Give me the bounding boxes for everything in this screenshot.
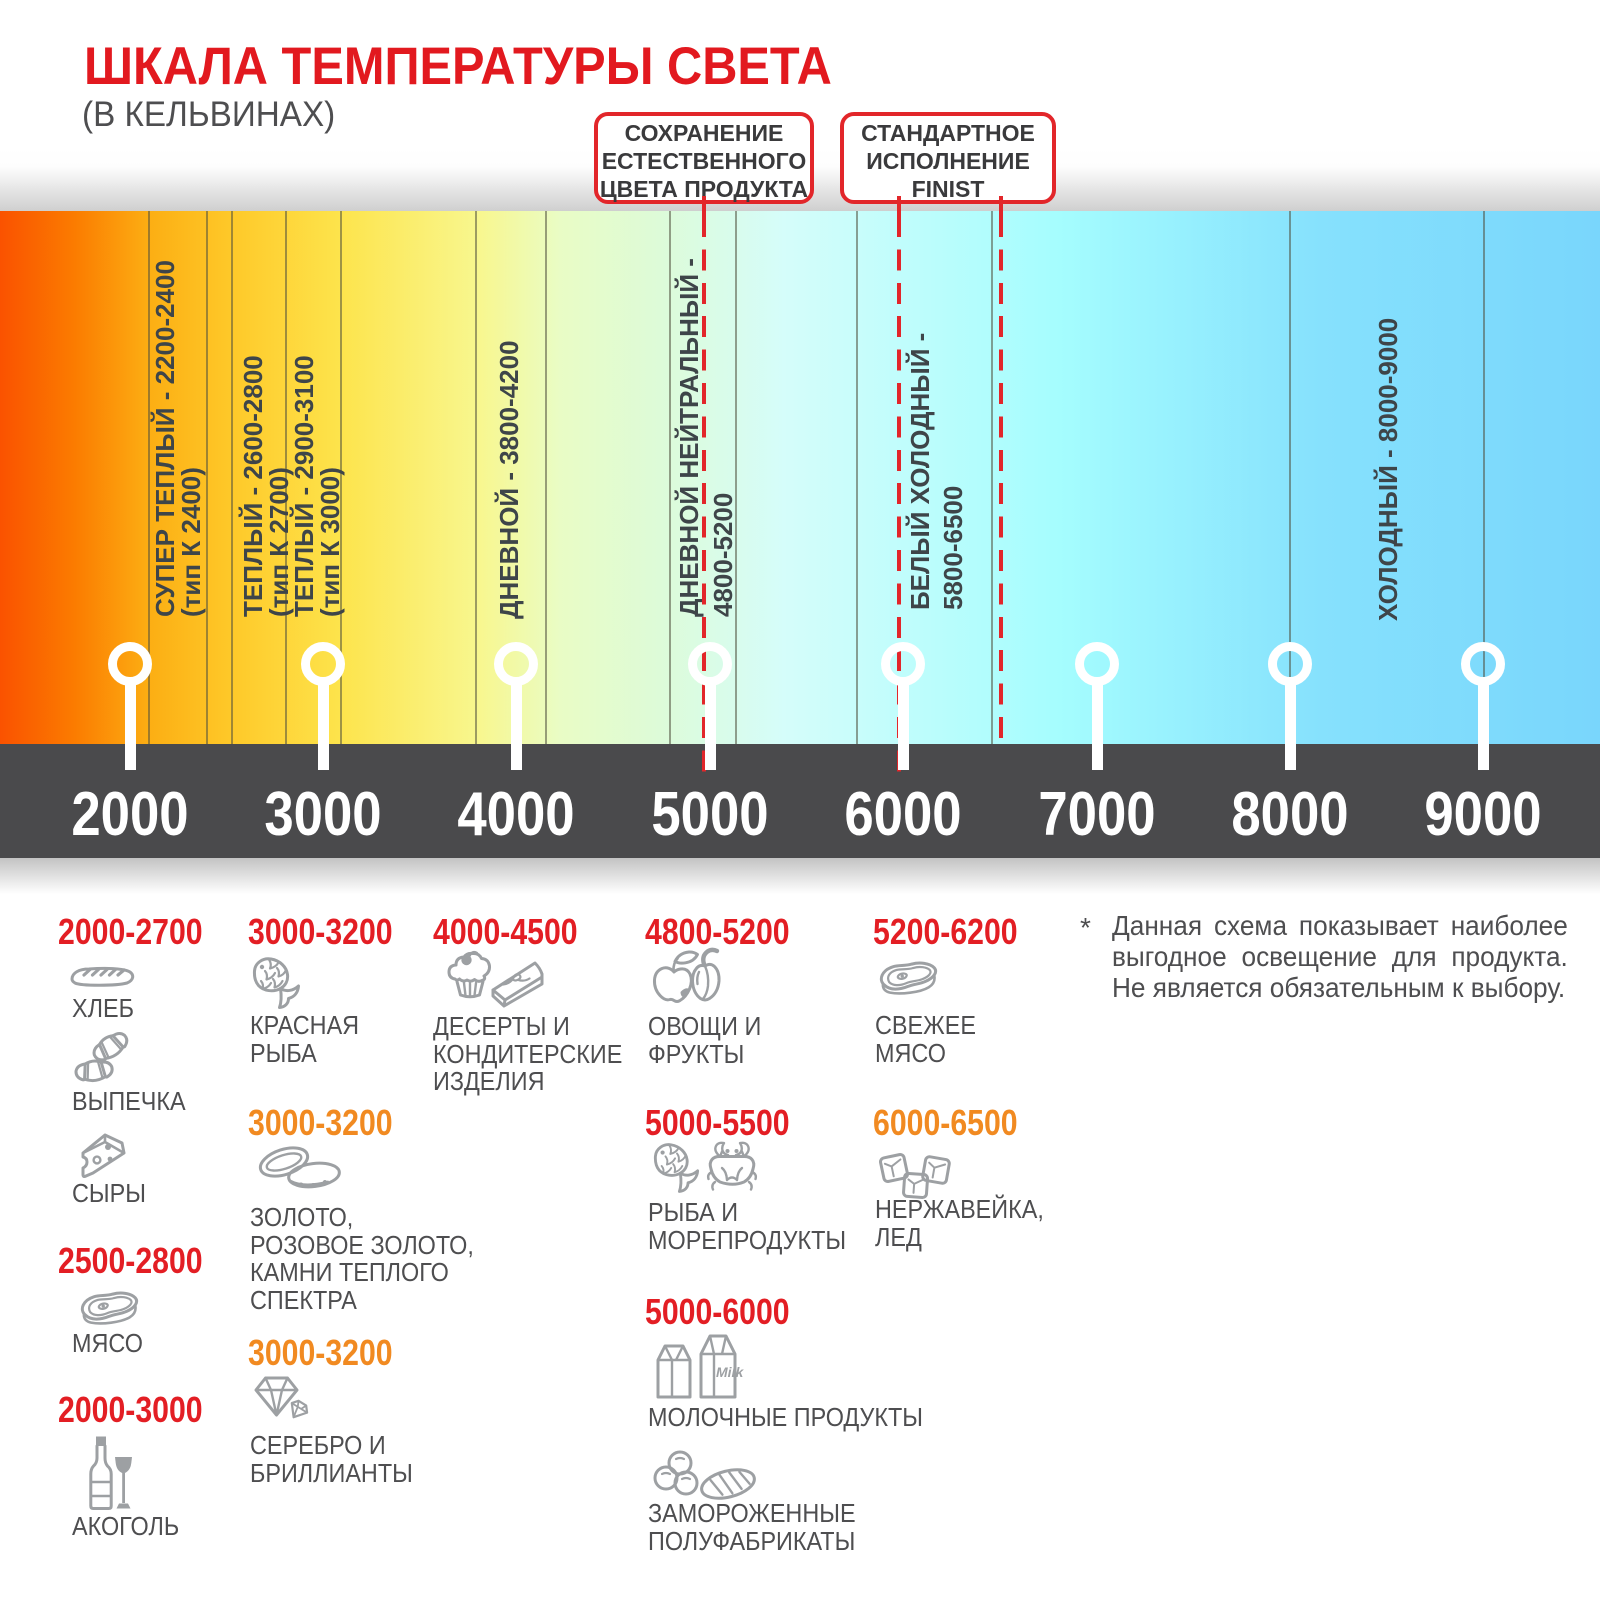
svg-text:Milk: Milk [716,1364,744,1380]
